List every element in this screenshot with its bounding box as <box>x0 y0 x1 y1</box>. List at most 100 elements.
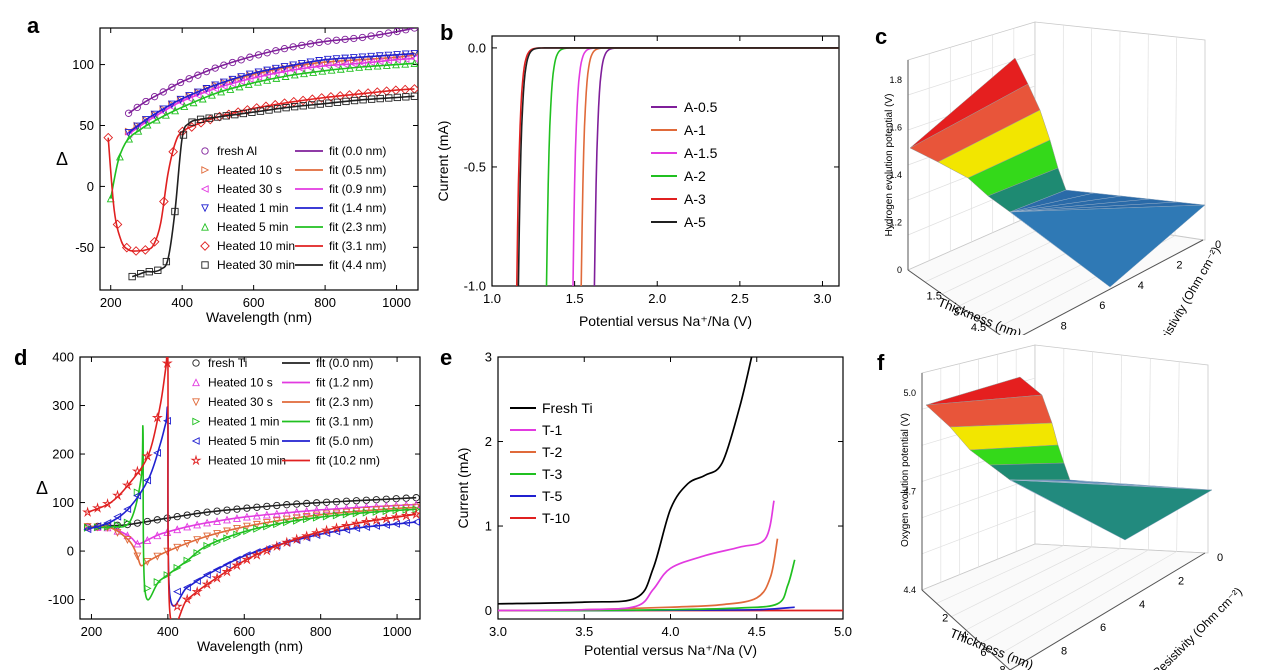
a-data-marker <box>358 59 367 68</box>
a-data-marker <box>115 152 124 161</box>
d-data-marker <box>141 450 153 461</box>
f-z-axis-label: Oxygen evolution potential (V) <box>900 413 911 547</box>
a-data-marker <box>145 268 153 276</box>
c-z-axis-label: Hydrogen evolution potential (V) <box>884 94 895 237</box>
f-y-tick-label: 4 <box>1139 599 1145 611</box>
f-surface-group <box>925 376 1213 541</box>
d-data-marker <box>221 565 233 577</box>
a-x-tick-label: 400 <box>171 295 193 310</box>
c-y-tick-label: 2 <box>1176 259 1182 271</box>
a-series-group <box>103 28 418 281</box>
d-series-group <box>82 357 420 619</box>
b-legend-label: A-3 <box>684 191 706 207</box>
a-data-marker <box>375 52 384 61</box>
a-data-marker <box>211 64 219 72</box>
d-data-marker <box>321 524 333 536</box>
a-legend-label: fit (1.4 nm) <box>329 201 386 215</box>
d-legend-label: fresh Ti <box>208 356 247 370</box>
a-data-marker <box>326 92 336 102</box>
chart-c: 01.21.41.61.81.534.560246810Hydrogen evo… <box>884 21 1223 335</box>
a-data-marker <box>254 68 263 77</box>
d-y-tick-label: 400 <box>52 350 74 365</box>
a-data-marker <box>314 62 323 71</box>
d-data-marker <box>183 540 192 548</box>
d-data-marker <box>173 525 182 534</box>
c-z-tick-label: 1.8 <box>889 75 902 85</box>
a-data-marker <box>306 58 315 67</box>
f-grid-line <box>980 549 1149 644</box>
a-data-marker <box>210 84 219 93</box>
d-data-marker <box>322 512 331 521</box>
f-y-tick-label: 6 <box>1100 622 1106 634</box>
b-series-line <box>593 47 839 286</box>
a-data-marker <box>346 63 354 72</box>
d-legend-label: Heated 5 min <box>208 434 279 448</box>
a-y-tick-label: 50 <box>80 118 94 133</box>
a-data-marker <box>299 102 307 110</box>
a-data-marker <box>402 28 410 34</box>
a-data-marker <box>342 97 350 106</box>
e-x-tick-label: 3.0 <box>489 624 507 639</box>
a-data-marker <box>125 134 134 143</box>
d-data-marker <box>153 552 162 561</box>
d-plot-frame <box>79 356 421 620</box>
d-x-axis-label: Wavelength (nm) <box>197 638 303 654</box>
d-data-marker <box>113 521 122 529</box>
d-data-marker <box>272 517 281 526</box>
a-data-marker <box>179 131 188 139</box>
a-data-marker <box>149 236 160 247</box>
a-data-marker <box>323 55 332 64</box>
c-mesh-line <box>1009 201 1178 213</box>
a-data-marker <box>162 257 171 266</box>
panel-label-e: e <box>440 345 453 370</box>
a-data-marker <box>198 94 207 103</box>
e-x-tick-label: 3.5 <box>575 624 593 639</box>
d-data-marker <box>233 514 241 522</box>
a-data-marker <box>282 104 290 112</box>
d-data-marker <box>193 509 201 518</box>
b-y-tick-label: -0.5 <box>464 159 486 174</box>
a-data-marker <box>384 51 393 60</box>
d-legend-label: Heated 10 s <box>208 376 273 390</box>
a-data-marker <box>150 93 159 101</box>
d-data-marker <box>342 503 351 512</box>
d-data-marker <box>273 520 282 529</box>
d-data-marker <box>171 600 183 612</box>
d-fit-line <box>87 496 417 528</box>
a-data-marker <box>263 66 272 75</box>
d-data-marker <box>281 536 293 548</box>
a-y-tick-label: 0 <box>87 179 94 194</box>
c-x-tick-label: 3 <box>953 306 959 318</box>
a-data-marker <box>133 103 141 112</box>
d-data-marker <box>372 522 381 530</box>
b-x-tick-label: 1.5 <box>566 291 584 306</box>
f-x-tick-label: 6 <box>980 647 986 659</box>
d-data-marker <box>322 505 331 514</box>
a-data-marker <box>280 63 289 71</box>
d-legend-marker <box>190 454 202 466</box>
d-data-marker <box>183 556 192 565</box>
f-z-tick-label: 4.7 <box>903 487 916 497</box>
c-grid-line <box>1146 33 1149 232</box>
d-data-marker <box>352 524 361 533</box>
a-data-marker <box>291 103 299 111</box>
d-data-marker <box>133 539 142 548</box>
a-data-marker <box>373 61 382 70</box>
d-data-marker <box>153 531 162 540</box>
a-legend-label: Heated 30 s <box>217 182 282 196</box>
d-legend-label: Heated 30 s <box>208 395 273 409</box>
d-data-marker <box>262 519 271 528</box>
a-data-marker <box>168 146 179 157</box>
a-data-marker <box>324 37 332 45</box>
d-data-marker <box>143 517 152 526</box>
d-data-marker <box>173 563 182 572</box>
a-data-marker <box>217 87 226 96</box>
a-data-marker <box>246 53 254 61</box>
d-data-marker <box>380 512 392 524</box>
d-data-marker <box>113 512 122 521</box>
a-data-marker <box>410 59 418 67</box>
a-data-marker <box>336 64 345 73</box>
a-fit-line <box>131 95 415 278</box>
e-legend-label: T-1 <box>542 422 562 438</box>
d-data-marker <box>291 533 303 544</box>
